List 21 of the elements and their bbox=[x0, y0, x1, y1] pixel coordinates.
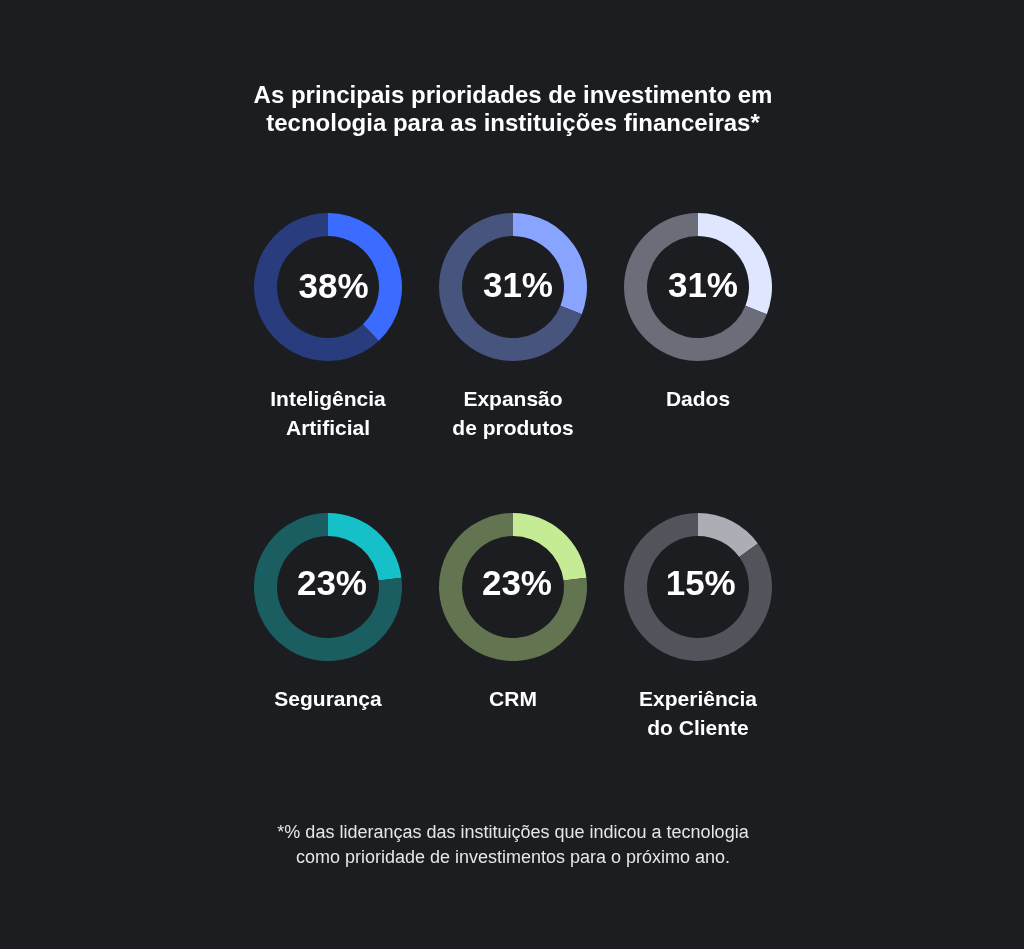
donut-slice bbox=[624, 213, 767, 361]
text: Segurança bbox=[274, 687, 382, 710]
data-label: 38% bbox=[298, 265, 369, 305]
data-label: 15% bbox=[665, 562, 736, 602]
donut-slice bbox=[439, 213, 582, 361]
text: Expansão de produtos bbox=[452, 387, 574, 439]
data-label: 23% bbox=[481, 563, 552, 603]
data-label: 31% bbox=[482, 264, 553, 304]
donut-slice bbox=[254, 213, 379, 361]
donut-slice bbox=[254, 513, 402, 661]
data-label: 23% bbox=[296, 563, 367, 603]
text: CRM bbox=[489, 687, 537, 710]
donut-slice bbox=[698, 513, 758, 558]
donut-slice bbox=[439, 513, 587, 661]
text: Inteligência Artificial bbox=[270, 387, 387, 439]
data-label: 31% bbox=[667, 264, 738, 304]
text: As principais prioridades de investimento em tecnologia para as instituições financeiras* bbox=[253, 81, 773, 136]
donut-slice bbox=[624, 513, 772, 661]
text: *% das lideranças das instituições que indicou a tecnologia como prioridade de investimentos para o próximo ano. bbox=[277, 822, 750, 867]
text: Experiência do Cliente bbox=[639, 687, 758, 739]
text: Dados bbox=[665, 387, 731, 410]
